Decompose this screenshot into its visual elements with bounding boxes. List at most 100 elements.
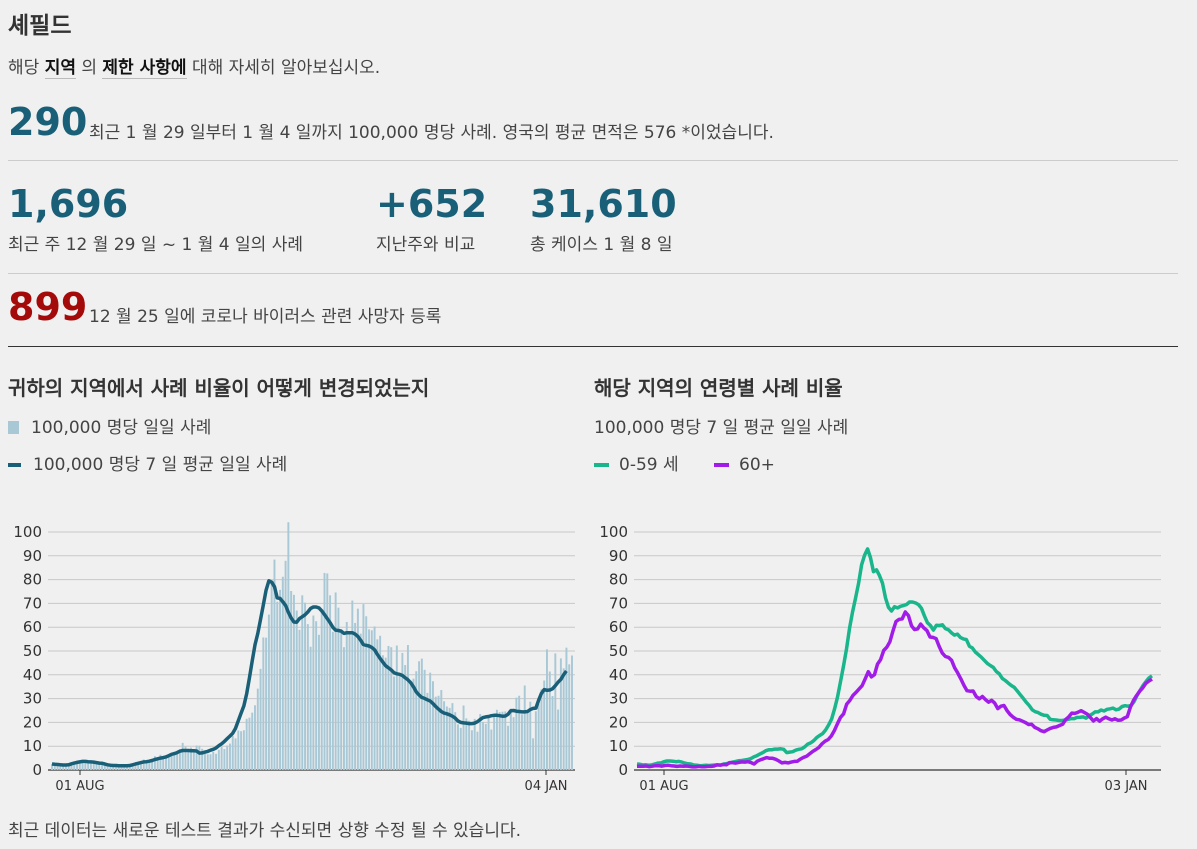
- daily-bar: [381, 655, 384, 770]
- daily-bar: [465, 718, 468, 770]
- rate-text: 최근 1 월 29 일부터 1 월 4 일까지 100,000 명당 사례. 영…: [89, 123, 774, 143]
- daily-bar: [440, 690, 443, 770]
- y-tick-label: 100: [13, 523, 42, 541]
- daily-bar: [203, 752, 206, 770]
- daily-bar: [395, 645, 398, 770]
- daily-bar: [70, 763, 73, 770]
- daily-bar: [354, 622, 357, 770]
- daily-bar: [59, 765, 62, 770]
- chart2-subtitle: 100,000 명당 7 일 평균 일일 사례: [594, 418, 849, 438]
- daily-bar: [504, 711, 507, 770]
- daily-bar: [507, 725, 510, 770]
- daily-bar: [571, 655, 573, 770]
- daily-bar: [248, 717, 251, 770]
- daily-bar: [95, 763, 98, 770]
- area-link[interactable]: 지역: [44, 58, 76, 79]
- divider: [8, 273, 1178, 274]
- daily-bar: [184, 746, 187, 770]
- daily-bar: [457, 724, 459, 770]
- daily-bar: [373, 626, 376, 770]
- daily-bar: [315, 621, 318, 770]
- daily-bar: [437, 695, 440, 770]
- intro-suffix: 대해 자세히 알아보십시오.: [191, 58, 381, 78]
- page-title: 셰필드: [8, 13, 72, 39]
- daily-bar: [51, 764, 53, 770]
- intro-prefix: 해당: [8, 58, 40, 78]
- daily-bar: [390, 647, 393, 770]
- daily-bar: [242, 730, 245, 770]
- legend-bar-label: 100,000 명당 일일 사례: [31, 418, 212, 438]
- daily-bar: [445, 706, 448, 770]
- daily-bar: [262, 637, 265, 770]
- daily-bar: [301, 595, 304, 770]
- daily-bar: [165, 755, 167, 770]
- daily-bar: [409, 680, 412, 770]
- y-tick-label: 50: [23, 642, 42, 660]
- daily-bar: [551, 695, 554, 770]
- daily-bar: [228, 743, 231, 770]
- x-tick-label: 03 JAN: [1105, 779, 1148, 794]
- daily-bar: [498, 712, 501, 770]
- daily-bar: [559, 658, 562, 770]
- daily-bar: [273, 559, 276, 770]
- daily-bar: [468, 720, 471, 770]
- daily-bar: [309, 646, 312, 770]
- daily-bar: [546, 649, 548, 770]
- daily-bar: [348, 631, 351, 770]
- chart2-title: 해당 지역의 연령별 사례 비율: [594, 376, 843, 400]
- daily-bar: [482, 721, 484, 770]
- daily-bar: [112, 765, 115, 770]
- daily-bar: [117, 765, 120, 770]
- daily-bar: [201, 748, 204, 770]
- daily-bar: [106, 765, 109, 770]
- daily-bar: [431, 681, 434, 770]
- daily-bar: [212, 751, 215, 770]
- daily-bar: [462, 705, 465, 770]
- y-tick-label: 60: [23, 618, 42, 636]
- daily-bar: [543, 680, 546, 770]
- y-tick-label: 70: [609, 594, 628, 612]
- daily-bar: [173, 751, 176, 770]
- y-tick-label: 40: [23, 666, 42, 684]
- daily-bar: [245, 718, 248, 770]
- daily-bar: [484, 723, 487, 770]
- daily-bar: [87, 762, 90, 770]
- daily-bar: [562, 668, 565, 770]
- restrictions-link[interactable]: 제한 사항에: [102, 58, 187, 79]
- daily-bar: [53, 765, 56, 770]
- daily-bar: [340, 629, 343, 770]
- daily-bar: [267, 614, 270, 770]
- daily-bar: [190, 747, 193, 770]
- y-tick-label: 20: [609, 713, 628, 731]
- daily-bar: [270, 582, 273, 770]
- chart1-plot: 0 10 20 30 40 50 60 70 80 90 100 01 AUG 04 JAN: [13, 522, 575, 794]
- daily-bar: [187, 750, 190, 770]
- daily-bar: [153, 756, 156, 770]
- daily-bar: [329, 595, 332, 770]
- daily-bar: [237, 730, 240, 770]
- chart2-plot: 0 10 20 30 40 50 60 70 80 90 100 01 AUG 03 JAN: [599, 523, 1161, 794]
- y-tick-label: 10: [23, 737, 42, 755]
- daily-bar: [148, 761, 151, 770]
- y-tick-label: 40: [609, 666, 628, 684]
- bar-swatch-icon: [8, 421, 19, 434]
- daily-bar: [62, 764, 65, 770]
- y-tick-label: 80: [23, 571, 42, 589]
- daily-bar: [398, 673, 401, 770]
- daily-bar: [76, 760, 78, 770]
- daily-bar: [137, 762, 140, 770]
- daily-bar: [56, 765, 59, 770]
- y-tick-label: 60: [609, 618, 628, 636]
- daily-bar: [231, 735, 234, 770]
- daily-bar: [170, 753, 173, 770]
- y-tick-label: 100: [599, 523, 628, 541]
- daily-bar: [420, 658, 423, 770]
- daily-bar: [509, 708, 512, 770]
- daily-bar: [298, 629, 301, 770]
- daily-bar: [356, 608, 359, 770]
- daily-bar: [362, 604, 365, 770]
- weekly-cases-value: 1,696: [8, 182, 129, 226]
- daily-bar: [454, 712, 457, 770]
- daily-bar: [320, 610, 323, 770]
